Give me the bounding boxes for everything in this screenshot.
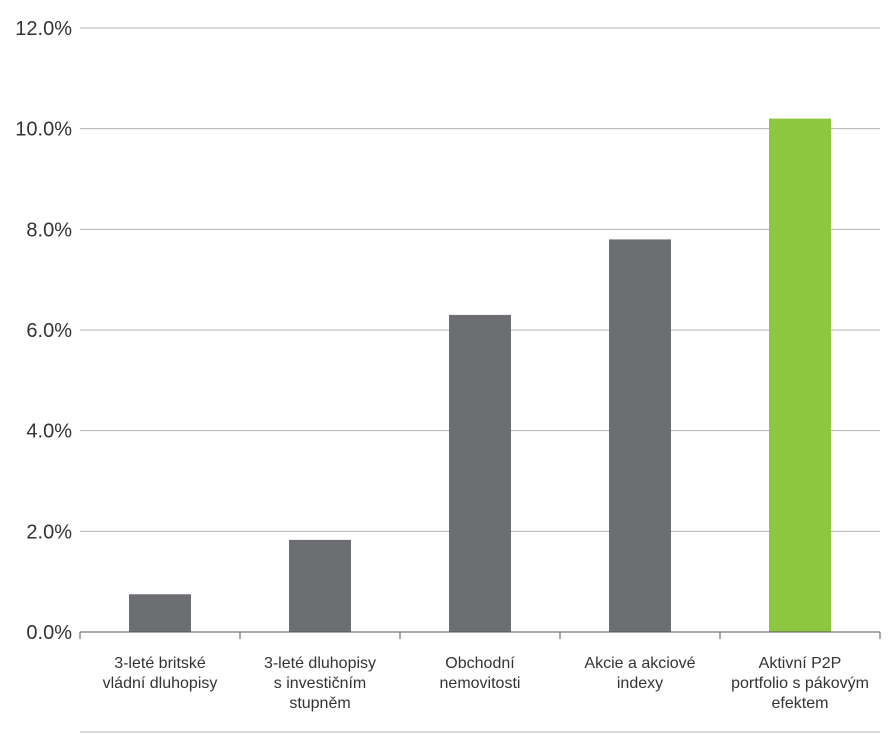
x-tick-label: Akcie a akciové indexy	[584, 655, 695, 692]
x-tick-label: Aktivní P2P portfolio s pákovým efektem	[731, 655, 869, 712]
y-tick-label: 0.0%	[26, 622, 72, 644]
bar	[449, 314, 511, 632]
bar	[769, 118, 831, 633]
x-tick-label: 3-leté britské vládní dluhopisy	[103, 655, 218, 692]
y-tick-label: 6.0%	[26, 320, 72, 342]
y-tick-label: 4.0%	[26, 421, 72, 443]
bars	[129, 118, 831, 633]
y-tick-label: 2.0%	[26, 521, 72, 543]
y-tick-label: 8.0%	[26, 219, 72, 241]
bar	[609, 239, 671, 632]
x-axis-labels: 3-leté britské vládní dluhopisy 3-leté dlu…	[103, 655, 869, 712]
bar	[289, 539, 351, 632]
x-axis	[79, 631, 881, 733]
y-tick-label: 10.0%	[15, 119, 72, 141]
x-tick-label: 3-leté dluhopisy s investičním stupněm	[264, 655, 376, 712]
y-tick-label: 12.0%	[15, 18, 72, 40]
bar	[129, 594, 191, 632]
x-tick-label: Obchodní nemovitosti	[440, 655, 521, 692]
y-axis-ticks: 0.0% 2.0% 4.0% 6.0% 8.0% 10.0% 12.0%	[15, 18, 72, 644]
